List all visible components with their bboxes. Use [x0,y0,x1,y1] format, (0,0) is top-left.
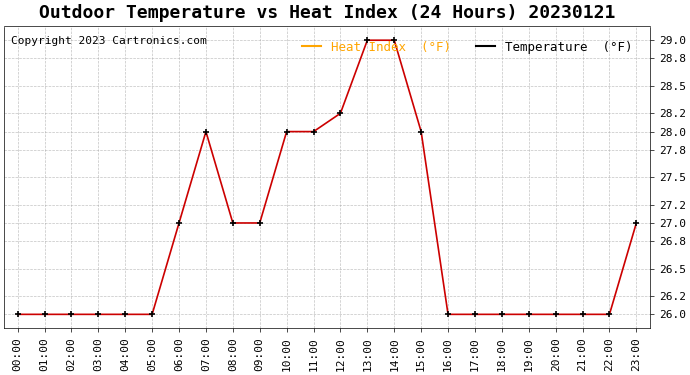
Legend: Heat Index  (°F), Temperature  (°F): Heat Index (°F), Temperature (°F) [297,36,637,59]
Text: Copyright 2023 Cartronics.com: Copyright 2023 Cartronics.com [10,36,206,45]
Title: Outdoor Temperature vs Heat Index (24 Hours) 20230121: Outdoor Temperature vs Heat Index (24 Ho… [39,4,615,22]
